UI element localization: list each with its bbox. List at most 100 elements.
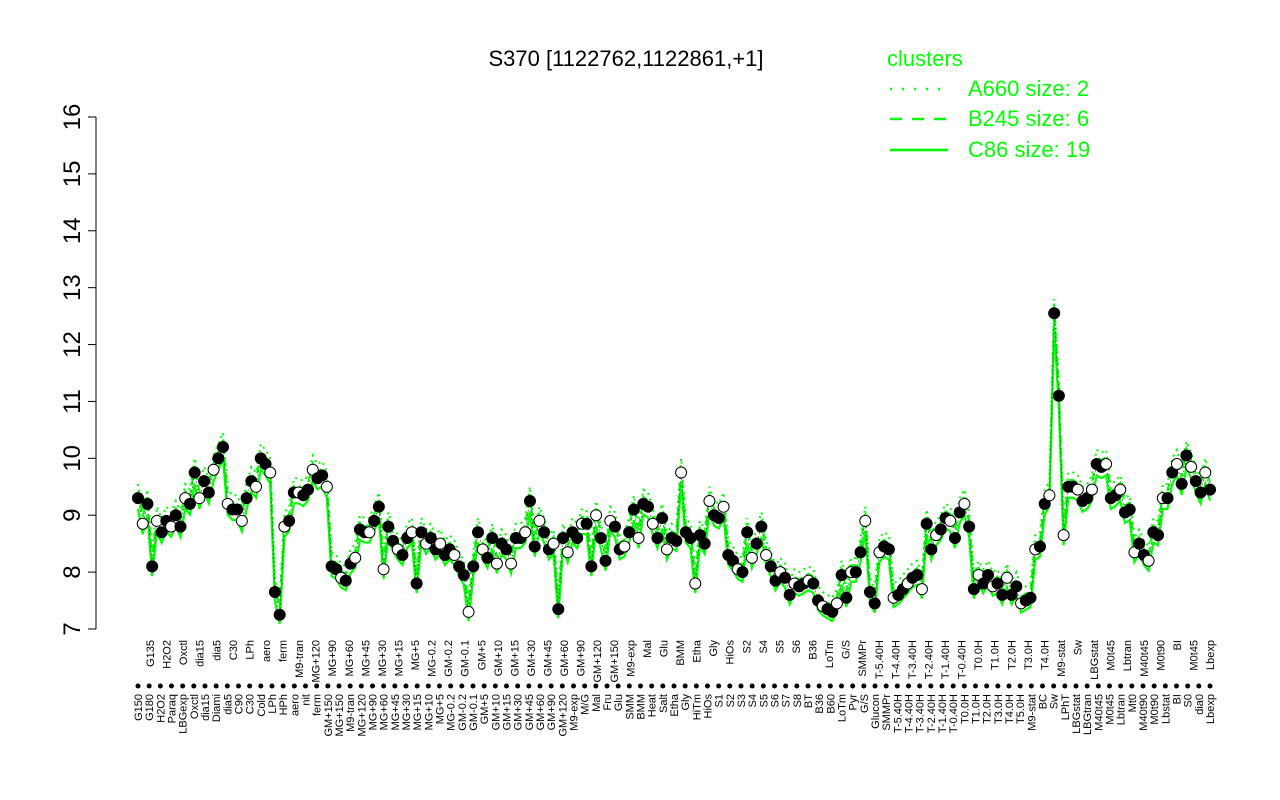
data-point xyxy=(807,577,820,590)
x-tick-label: MG+45 xyxy=(390,694,402,730)
data-point xyxy=(736,566,749,579)
x-tick-mark xyxy=(347,683,353,689)
x-tick-mark xyxy=(1162,683,1168,689)
data-point xyxy=(146,560,159,573)
data-point xyxy=(646,517,659,530)
data-point xyxy=(1071,483,1084,496)
x-tick-mark xyxy=(760,683,766,689)
y-tick-label: 15 xyxy=(59,161,86,188)
data-point xyxy=(264,466,277,479)
x-tick-label: C30 xyxy=(228,640,240,660)
data-point xyxy=(1024,591,1037,604)
x-tick-label: M0t45 xyxy=(1106,640,1118,671)
x-tick-mark xyxy=(705,683,710,689)
x-tick-mark xyxy=(202,683,208,689)
x-tick-label: dia5 xyxy=(211,640,223,661)
x-tick-mark xyxy=(358,683,364,689)
x-tick-label: T-4.40H xyxy=(890,640,902,679)
x-tick-mark xyxy=(950,683,956,689)
x-tick-label: Oxctl xyxy=(178,640,190,665)
x-tick-label: nit xyxy=(301,694,313,706)
x-tick-label: GM-0.1 xyxy=(460,640,472,677)
data-point xyxy=(750,537,763,550)
data-point xyxy=(863,586,876,599)
data-point xyxy=(174,520,187,533)
x-tick-label: Heat xyxy=(647,694,659,717)
data-point xyxy=(141,497,154,510)
data-point xyxy=(963,520,976,533)
x-tick-mark xyxy=(1062,683,1068,689)
x-tick-label: Paraq xyxy=(167,694,179,723)
x-tick-mark xyxy=(839,683,844,689)
x-tick-label: T-5.40H xyxy=(892,694,904,733)
x-tick-label: GM+45 xyxy=(543,640,555,676)
data-point xyxy=(590,509,603,522)
x-tick-label: T4.0H xyxy=(1039,640,1051,670)
data-point xyxy=(557,531,570,544)
x-tick-label: T-5.40H xyxy=(874,640,886,679)
data-point xyxy=(1085,483,1098,496)
x-tick-mark xyxy=(995,683,1001,689)
data-point xyxy=(1189,475,1202,488)
x-tick-label: Etha xyxy=(669,693,681,717)
x-tick-mark xyxy=(437,683,442,689)
x-tick-mark xyxy=(146,683,152,689)
x-tick-label: G/S xyxy=(859,694,871,713)
x-tick-mark xyxy=(169,683,174,689)
data-point xyxy=(1052,389,1065,402)
x-tick-label: GM+60 xyxy=(535,694,547,730)
x-tick-mark xyxy=(727,683,733,689)
x-tick-mark xyxy=(481,683,487,689)
x-tick-label: dia15 xyxy=(195,640,207,667)
x-tick-label: MG+90 xyxy=(368,694,380,730)
data-point xyxy=(915,583,928,596)
x-tick-mark xyxy=(314,683,320,689)
x-tick-mark xyxy=(135,683,141,689)
x-tick-mark xyxy=(224,683,230,689)
x-tick-label: M9-exp xyxy=(569,694,581,731)
data-point xyxy=(434,537,447,550)
data-point xyxy=(424,531,437,544)
x-tick-label: Lbexp xyxy=(1205,694,1217,724)
data-point xyxy=(627,503,640,516)
x-tick-label: BI xyxy=(1172,694,1184,704)
chart-title: S370 [1122762,1122861,+1] xyxy=(488,46,763,71)
x-tick-label: GM+120 xyxy=(557,694,569,737)
data-point xyxy=(675,466,688,479)
x-tick-label: HiOs xyxy=(703,694,715,719)
data-point xyxy=(967,583,980,596)
x-tick-mark xyxy=(973,683,978,689)
x-tick-mark xyxy=(1051,683,1057,689)
x-tick-label: T-0.40H xyxy=(957,640,969,679)
x-tick-label: T5.0H xyxy=(1015,694,1027,724)
x-tick-label: GM-0.2 xyxy=(443,640,455,677)
x-tick-label: BI xyxy=(1172,640,1184,650)
x-tick-label: M0t90 xyxy=(1155,640,1167,671)
x-tick-label: MG+30 xyxy=(377,640,389,676)
x-tick-label: M0t90 xyxy=(1149,694,1161,725)
x-tick-mark xyxy=(984,683,990,689)
data-point xyxy=(467,560,480,573)
x-tick-mark xyxy=(1129,683,1135,689)
x-tick-label: SMMPr xyxy=(857,640,869,677)
x-tick-label: G150 xyxy=(133,694,145,721)
x-tick-label: MG-0.2 xyxy=(427,640,439,677)
x-tick-mark xyxy=(403,683,409,689)
x-tick-label: H2O2 xyxy=(162,640,174,669)
y-tick-label: 8 xyxy=(59,565,86,578)
data-point xyxy=(368,514,381,527)
x-tick-label: M0t45 xyxy=(1188,640,1200,671)
x-tick-label: MG+30 xyxy=(401,694,413,730)
x-tick-mark xyxy=(258,683,264,689)
x-tick-label: BMM xyxy=(636,694,648,720)
data-point xyxy=(183,497,196,510)
x-tick-label: BMM xyxy=(675,640,687,666)
data-point xyxy=(911,568,924,581)
x-tick-mark xyxy=(772,683,777,689)
x-tick-mark xyxy=(1084,683,1090,689)
x-tick-mark xyxy=(325,683,331,689)
x-tick-label: B36 xyxy=(808,640,820,660)
data-point xyxy=(372,500,385,513)
x-tick-label: Sw xyxy=(1049,694,1061,709)
x-tick-mark xyxy=(1185,683,1191,689)
